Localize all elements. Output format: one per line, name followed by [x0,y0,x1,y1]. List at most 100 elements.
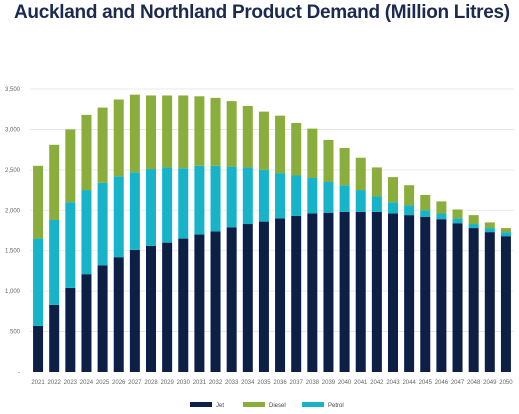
bar-jet-2045 [420,216,431,372]
bar-petrol-2049 [484,228,495,233]
x-tick-label: 2043 [386,380,400,386]
bar-jet-2034 [242,224,253,372]
bar-diesel-2048 [468,215,479,225]
bar-petrol-2041 [355,190,366,212]
x-tick-label: 2027 [128,380,142,386]
bar-petrol-2030 [178,168,189,239]
bar-petrol-2045 [420,210,431,217]
bar-jet-2040 [339,211,350,372]
bar-petrol-2035 [258,169,269,222]
bar-petrol-2040 [339,185,350,212]
bar-diesel-2029 [162,95,173,168]
x-tick-label: 2037 [290,380,304,386]
x-tick-label: 2032 [209,380,223,386]
bar-jet-2048 [468,228,479,372]
bar-diesel-2034 [242,105,253,168]
bar-jet-2023 [65,287,76,372]
bar-diesel-2046 [436,201,447,214]
x-tick-label: 2033 [225,380,239,386]
bar-petrol-2023 [65,202,76,288]
x-tick-label: 2036 [273,380,287,386]
legend-label-jet: Jet [216,403,224,409]
bar-petrol-2022 [49,219,60,305]
bar-petrol-2034 [242,167,253,225]
bar-petrol-2046 [436,213,447,220]
bar-petrol-2042 [371,196,382,212]
x-tick-label: 2048 [467,380,481,386]
bar-petrol-2050 [500,232,511,237]
bar-jet-2024 [81,274,92,372]
bar-petrol-2037 [291,175,302,216]
bar-jet-2044 [404,215,415,372]
x-tick-label: 2049 [483,380,497,386]
gridlines [30,88,514,332]
bar-jet-2035 [258,221,269,372]
bar-jet-2043 [387,213,399,372]
bar-jet-2026 [113,257,124,372]
bar-petrol-2029 [162,167,173,243]
bar-petrol-2027 [129,172,140,250]
bar-petrol-2031 [194,165,205,235]
bar-petrol-2047 [452,218,463,224]
bar-jet-2038 [307,213,318,372]
bar-diesel-2047 [452,209,463,219]
legend-label-diesel: Diesel [269,403,286,409]
x-tick-label: 2050 [499,380,513,386]
bar-diesel-2026 [113,99,124,177]
bar-diesel-2023 [65,129,76,203]
bar-jet-2027 [129,249,140,372]
bar-diesel-2038 [307,128,318,178]
bar-diesel-2035 [258,111,269,170]
bar-diesel-2045 [420,194,431,211]
bar-petrol-2025 [97,182,108,266]
bar-jet-2021 [33,325,44,372]
x-tick-label: 2031 [193,380,207,386]
bar-jet-2029 [162,242,173,372]
bar-petrol-2033 [226,166,237,228]
bar-jet-2033 [226,227,237,372]
bar-jet-2042 [371,211,382,372]
bar-petrol-2026 [113,176,124,258]
bar-jet-2022 [49,304,60,372]
x-tick-label: 2029 [160,380,174,386]
legend-label-petrol: Petrol [328,403,344,409]
bar-petrol-2044 [404,205,415,216]
x-tick-label: 2021 [31,380,45,386]
bar-diesel-2044 [404,185,415,206]
bar-jet-2036 [275,218,286,372]
x-tick-label: 2039 [322,380,336,386]
bar-jet-2028 [145,245,157,372]
bar-diesel-2030 [178,95,189,169]
bar-jet-2037 [291,215,302,372]
bar-diesel-2037 [291,122,302,176]
y-tick-label: - [18,370,20,376]
x-tick-label: 2047 [451,380,465,386]
y-tick-label: 3,500 [5,87,21,93]
bar-jet-2030 [178,238,189,372]
x-tick-label: 2042 [370,380,384,386]
x-tick-label: 2035 [257,380,271,386]
legend: Jet Diesel Petrol [190,402,344,409]
legend-swatch-diesel [243,402,265,407]
bar-jet-2046 [436,219,447,372]
bar-diesel-2040 [339,148,350,186]
x-tick-label: 2028 [144,380,158,386]
x-tick-label: 2022 [48,380,62,386]
x-tick-label: 2023 [64,380,78,386]
bar-jet-2031 [194,234,205,372]
bar-petrol-2028 [145,169,157,246]
bar-petrol-2048 [468,224,479,229]
bar-diesel-2021 [33,165,44,239]
bar-diesel-2042 [371,167,382,197]
y-tick-label: 1,000 [5,289,21,295]
x-tick-label: 2030 [177,380,191,386]
bar-diesel-2049 [484,222,495,229]
bar-diesel-2031 [194,96,205,166]
x-tick-label: 2026 [112,380,126,386]
y-tick-label: 1,500 [5,249,21,255]
chart-title: Auckland and Northland Product Demand (M… [14,2,510,23]
bar-jet-2041 [355,211,366,372]
x-axis-tick-labels: 2021 2022 2023 2024 2025 2026 2027 2028 2029 2030… [31,380,513,386]
bar-petrol-2038 [307,177,318,214]
bar-diesel-2028 [145,95,157,170]
